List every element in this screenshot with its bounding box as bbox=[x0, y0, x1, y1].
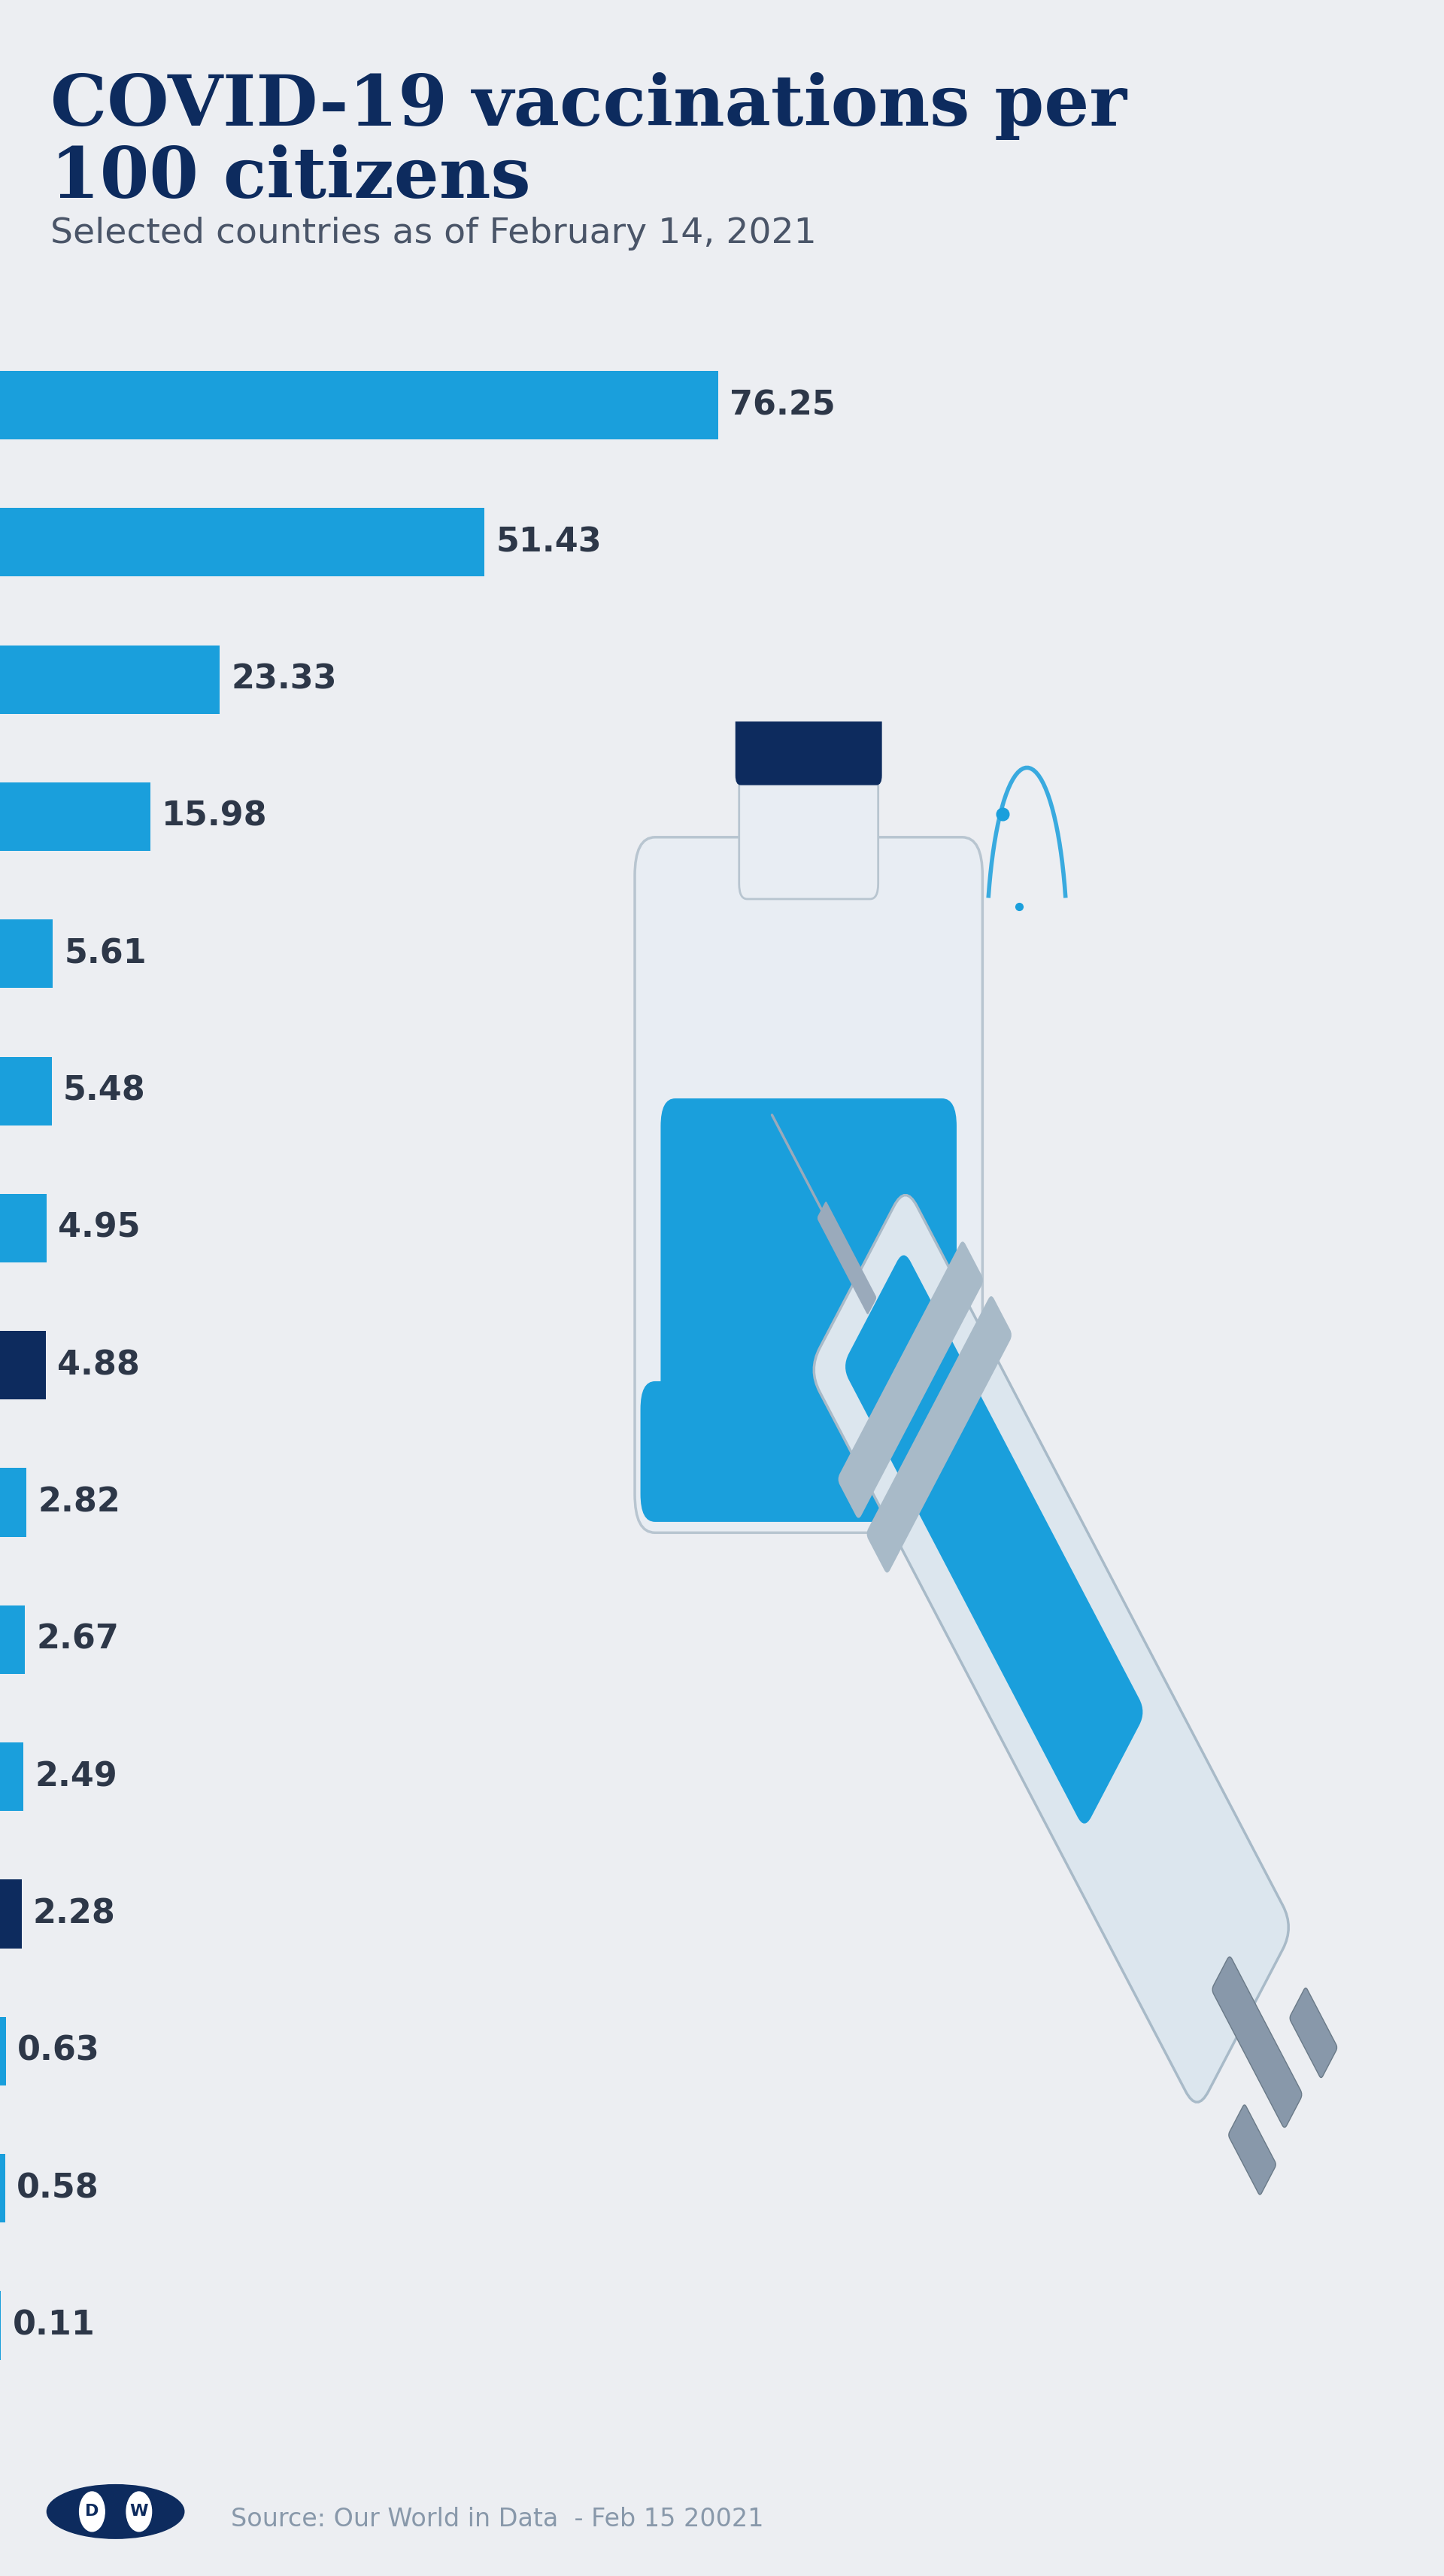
Bar bbox=[0, 1193, 46, 1262]
FancyBboxPatch shape bbox=[1229, 2105, 1275, 2195]
Bar bbox=[0, 1056, 52, 1126]
Circle shape bbox=[79, 2491, 105, 2532]
FancyBboxPatch shape bbox=[814, 1195, 1288, 2102]
Text: 15.98: 15.98 bbox=[162, 801, 267, 832]
FancyBboxPatch shape bbox=[845, 1255, 1142, 1824]
FancyBboxPatch shape bbox=[736, 680, 881, 786]
Bar bbox=[0, 1741, 23, 1811]
Bar bbox=[0, 1605, 25, 1674]
Text: 0.58: 0.58 bbox=[17, 2172, 100, 2205]
FancyBboxPatch shape bbox=[817, 1200, 877, 1314]
Bar bbox=[0, 2017, 6, 2087]
FancyBboxPatch shape bbox=[866, 1296, 1011, 1574]
Text: 0.11: 0.11 bbox=[13, 2308, 95, 2342]
FancyBboxPatch shape bbox=[1213, 1958, 1301, 2128]
Circle shape bbox=[127, 2491, 152, 2532]
Text: W: W bbox=[130, 2504, 149, 2519]
FancyBboxPatch shape bbox=[641, 1381, 976, 1522]
Text: D: D bbox=[85, 2504, 100, 2519]
Text: 5.48: 5.48 bbox=[64, 1074, 146, 1108]
Bar bbox=[0, 920, 53, 989]
Bar bbox=[0, 507, 485, 577]
Text: COVID-19 vaccinations per: COVID-19 vaccinations per bbox=[51, 72, 1126, 139]
FancyBboxPatch shape bbox=[1289, 1989, 1337, 2079]
Bar bbox=[0, 371, 719, 440]
Text: 51.43: 51.43 bbox=[495, 526, 602, 559]
Text: 5.61: 5.61 bbox=[64, 938, 147, 971]
Bar bbox=[0, 1332, 46, 1399]
Text: 23.33: 23.33 bbox=[231, 662, 336, 696]
Text: 76.25: 76.25 bbox=[729, 389, 836, 422]
Text: 0.63: 0.63 bbox=[17, 2035, 100, 2069]
Text: 4.88: 4.88 bbox=[58, 1350, 140, 1381]
FancyBboxPatch shape bbox=[739, 737, 878, 899]
Text: Selected countries as of February 14, 2021: Selected countries as of February 14, 20… bbox=[51, 216, 817, 250]
FancyBboxPatch shape bbox=[635, 837, 982, 1533]
Text: 100 citizens: 100 citizens bbox=[51, 144, 531, 211]
Text: 2.28: 2.28 bbox=[33, 1899, 116, 1929]
Text: 2.49: 2.49 bbox=[35, 1759, 117, 1793]
FancyBboxPatch shape bbox=[661, 1097, 956, 1476]
Text: Source: Our World in Data  - Feb 15 20021: Source: Our World in Data - Feb 15 20021 bbox=[231, 2506, 764, 2532]
Bar bbox=[0, 1468, 26, 1538]
Text: 2.67: 2.67 bbox=[36, 1623, 118, 1656]
FancyBboxPatch shape bbox=[838, 1242, 983, 1517]
Bar bbox=[0, 2154, 6, 2223]
Bar bbox=[0, 783, 150, 850]
Bar bbox=[0, 644, 219, 714]
Text: 2.82: 2.82 bbox=[38, 1486, 120, 1520]
Text: 4.95: 4.95 bbox=[58, 1211, 140, 1244]
Circle shape bbox=[794, 654, 823, 711]
Bar bbox=[0, 1880, 22, 1947]
Ellipse shape bbox=[48, 2486, 185, 2537]
